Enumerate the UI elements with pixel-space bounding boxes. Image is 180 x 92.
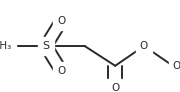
Text: O: O (57, 16, 65, 26)
Text: CH₃: CH₃ (0, 41, 12, 51)
Text: O: O (111, 83, 119, 92)
Text: OCH₃: OCH₃ (173, 61, 180, 71)
Text: O: O (140, 41, 148, 51)
Text: O: O (57, 66, 65, 76)
Text: S: S (42, 41, 50, 51)
